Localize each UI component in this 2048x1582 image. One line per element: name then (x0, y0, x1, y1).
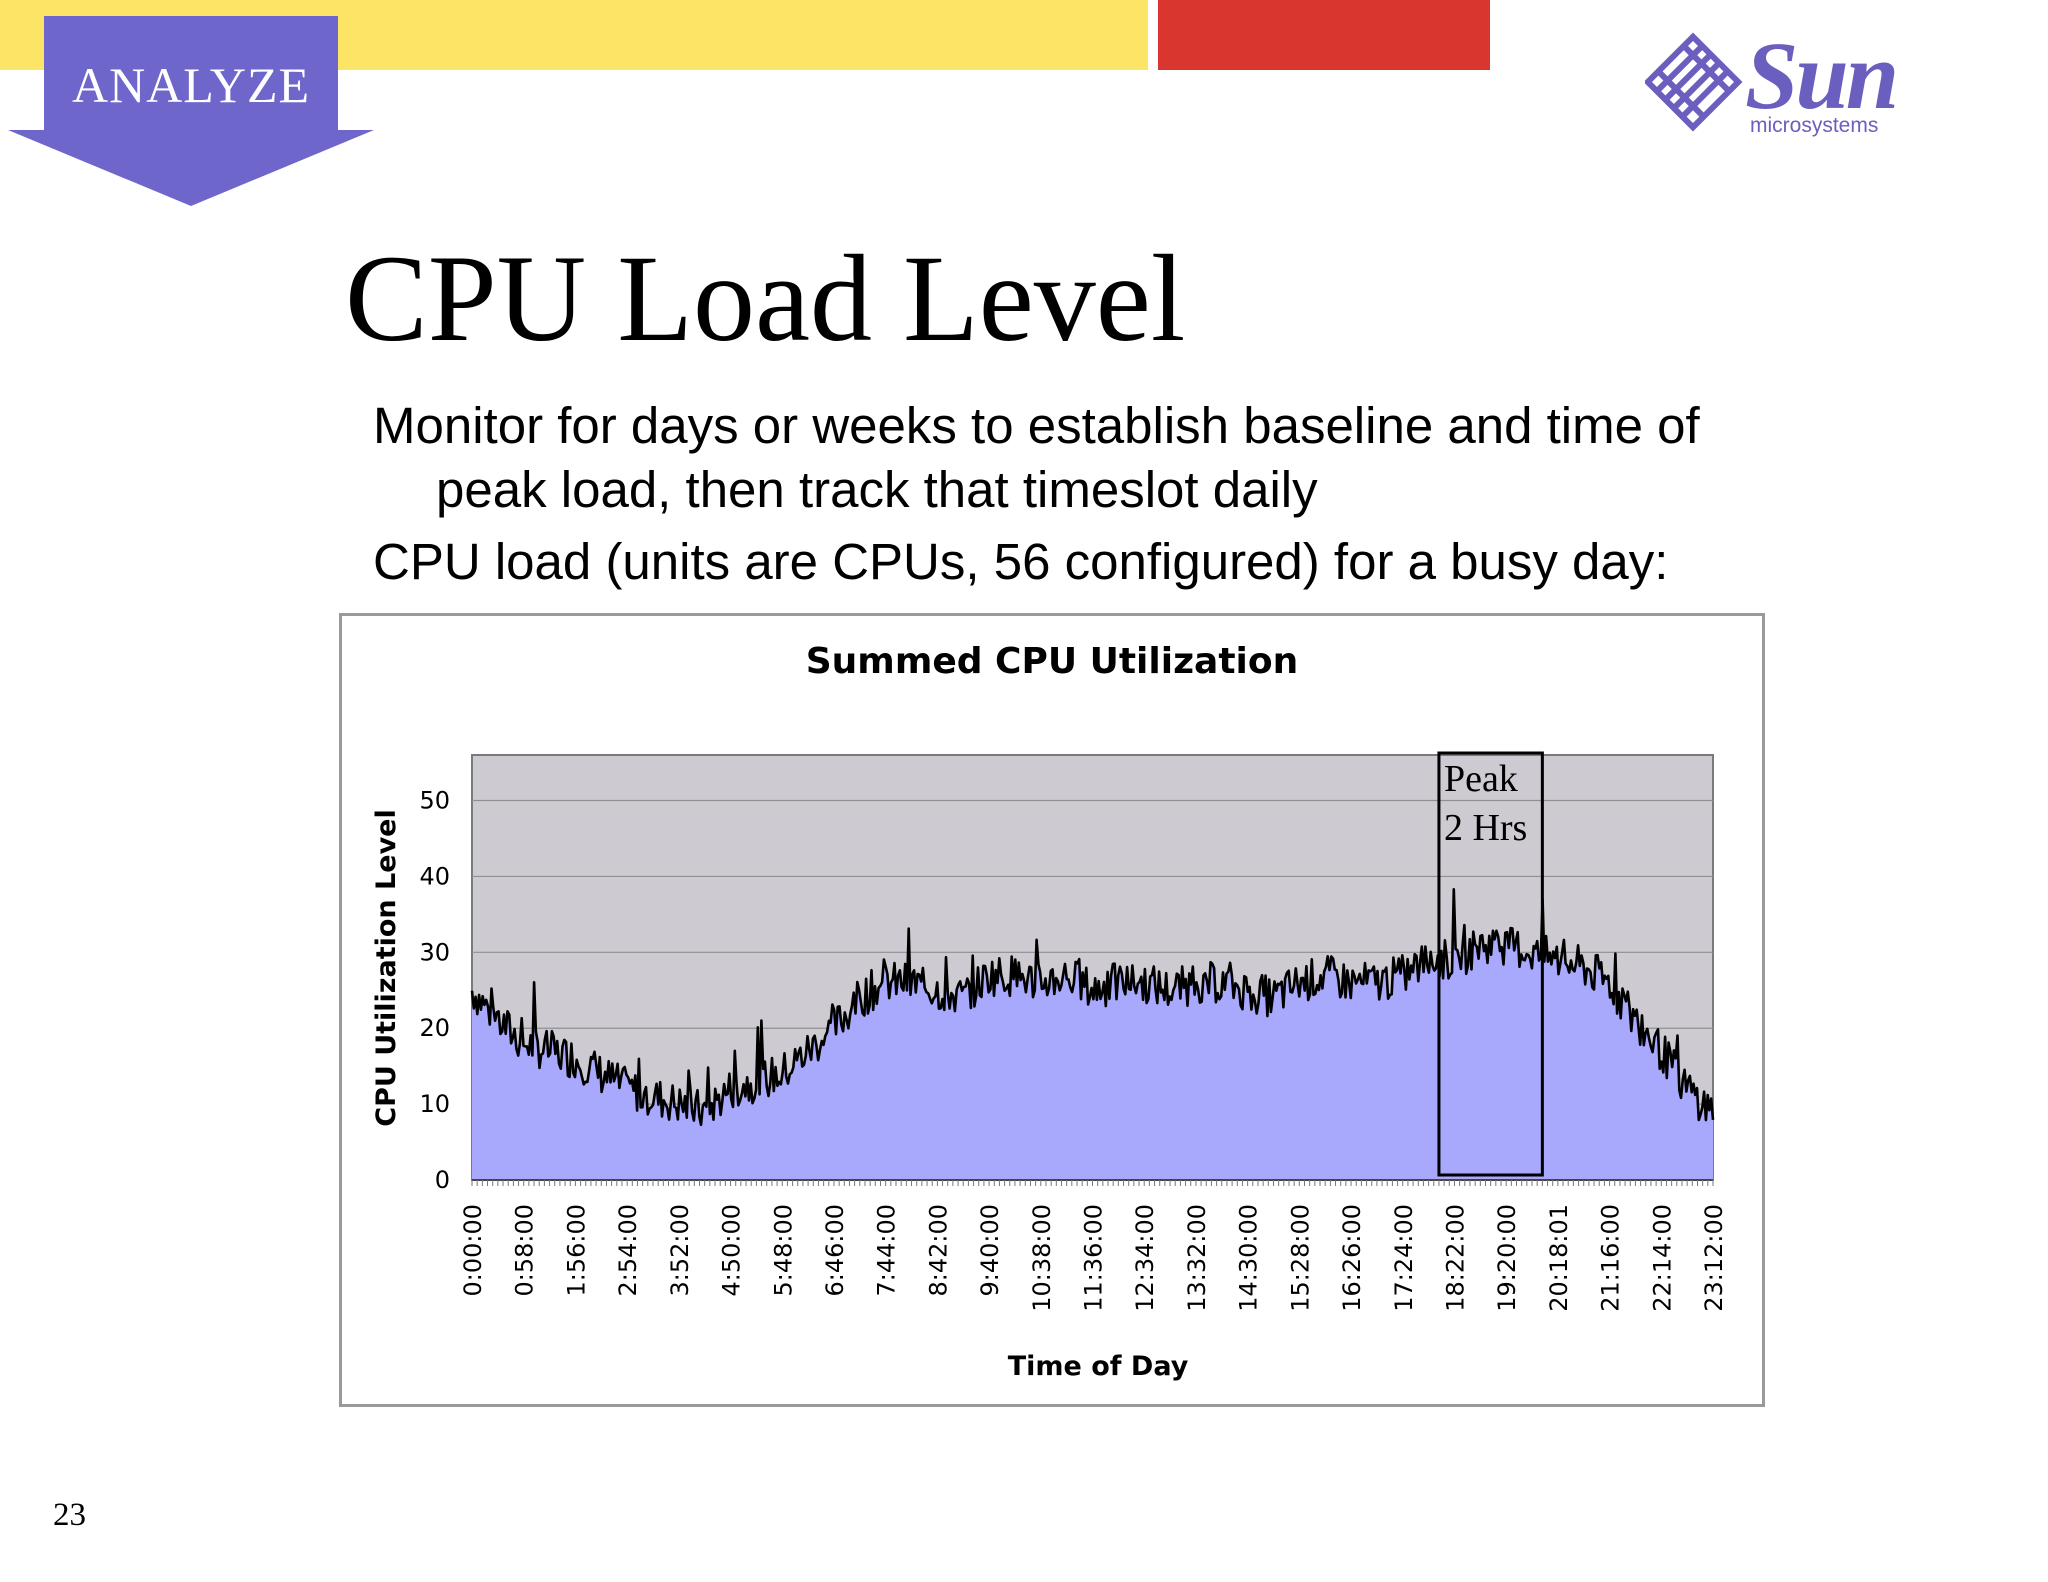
x-tick-label: 8:42:00 (924, 1204, 952, 1297)
y-axis-label: CPU Utilization Level (371, 809, 402, 1126)
x-tick-label: 5:48:00 (769, 1204, 797, 1297)
x-tick-label: 11:36:00 (1080, 1204, 1108, 1312)
x-tick-label: 22:14:00 (1648, 1204, 1676, 1312)
x-tick-label: 23:12:00 (1700, 1204, 1728, 1312)
x-tick-label: 0:58:00 (511, 1204, 539, 1297)
section-label: ANALYZE (71, 57, 311, 113)
peak-annotation-label: Peak (1444, 758, 1518, 800)
x-tick-label: 16:26:00 (1338, 1204, 1366, 1312)
section-tag-arrow (8, 16, 374, 206)
bullet-line-3: CPU load (units are CPUs, 56 configured)… (373, 533, 1669, 590)
x-tick-label: 17:24:00 (1390, 1204, 1418, 1312)
top-red-bar (1158, 0, 1490, 70)
y-tick-label: 50 (419, 787, 450, 815)
y-tick-label: 40 (419, 862, 450, 890)
x-tick-label: 13:32:00 (1183, 1204, 1211, 1312)
peak-annotation-box (1437, 751, 1544, 1177)
page-number: 23 (53, 1497, 86, 1533)
x-tick-label: 1:56:00 (562, 1204, 590, 1297)
microsystems-wordmark: microsystems (1750, 114, 1879, 137)
series-line (470, 888, 1715, 1127)
y-tick-label: 20 (419, 1014, 450, 1042)
y-tick-label: 0 (435, 1166, 450, 1194)
bullet-line-1: Monitor for days or weeks to establish b… (373, 397, 1700, 454)
peak-duration-label: 2 Hrs (1444, 807, 1527, 849)
bullet-line-2: peak load, then track that timeslot dail… (436, 461, 1318, 518)
x-tick-label: 20:18:01 (1545, 1204, 1573, 1312)
x-tick-label: 7:44:00 (873, 1204, 901, 1297)
x-tick-label: 4:50:00 (718, 1204, 746, 1297)
y-tick-label: 10 (419, 1090, 450, 1118)
x-tick-label: 14:30:00 (1235, 1204, 1263, 1312)
x-tick-label: 0:00:00 (459, 1204, 487, 1297)
x-axis-label: Time of Day (1008, 1351, 1189, 1382)
x-tick-label: 21:16:00 (1597, 1204, 1625, 1312)
x-tick-label: 9:40:00 (976, 1204, 1004, 1297)
cpu-utilization-chart: 0 10 20 30 40 50 0:00:00 0:58:00 1:56:00 2:54:00 3… (371, 641, 1728, 1382)
x-tick-label: 6:46:00 (821, 1204, 849, 1297)
x-tick-label: 12:34:00 (1131, 1204, 1159, 1312)
slide-title: CPU Load Level (345, 230, 1186, 367)
x-tick-label: 3:52:00 (666, 1204, 694, 1297)
x-tick-label: 10:38:00 (1028, 1204, 1056, 1312)
y-tick-label: 30 (419, 938, 450, 966)
x-tick-label: 18:22:00 (1441, 1204, 1469, 1312)
x-tick-label: 19:20:00 (1493, 1204, 1521, 1312)
x-tick-label: 2:54:00 (614, 1204, 642, 1297)
sun-wordmark: Sun (1745, 22, 1899, 129)
sun-microsystems-logo (1645, 32, 1743, 132)
x-tick-label: 15:28:00 (1286, 1204, 1314, 1312)
chart-title: Summed CPU Utilization (806, 641, 1299, 682)
